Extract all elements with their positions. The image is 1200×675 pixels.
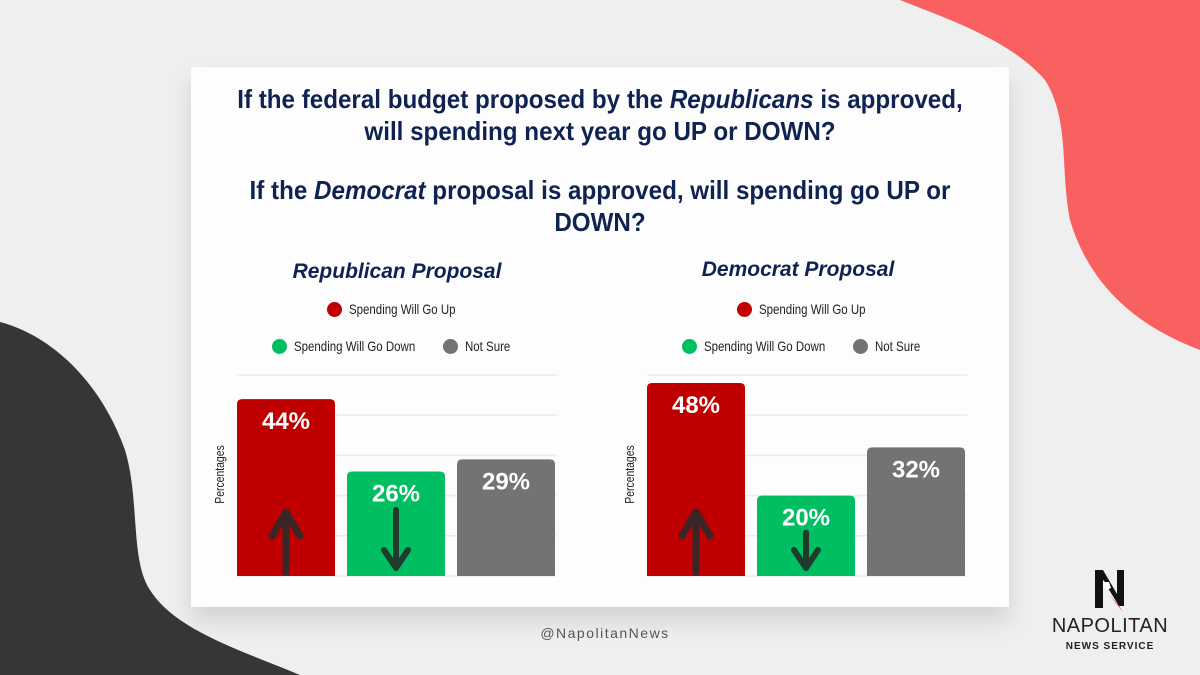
legend-dot-down xyxy=(682,338,697,354)
legend-dot-up xyxy=(737,301,752,317)
data-label: 20% xyxy=(782,505,830,532)
down-arrow-icon xyxy=(791,529,821,571)
napolitan-n-icon xyxy=(1095,570,1124,612)
data-label: 26% xyxy=(372,480,420,507)
question-republican: If the federal budget proposed by the Re… xyxy=(237,84,963,146)
chart-title-republican: Republican Proposal xyxy=(292,260,502,283)
bar-up xyxy=(237,399,335,576)
legend-item-down: Spending Will Go Down xyxy=(682,338,852,354)
question-democrat: If the Democrat proposal is approved, wi… xyxy=(249,175,951,237)
data-label: 48% xyxy=(672,392,720,419)
legend-item-not-sure: Not Sure xyxy=(853,338,930,354)
data-label: 32% xyxy=(892,456,940,483)
legend-item-up: Spending Will Go Up xyxy=(327,301,479,317)
bar-not-sure xyxy=(867,447,965,576)
bar-chart-democrat: 48% 20% 32% xyxy=(647,374,967,577)
napolitan-logo: NAPOLITAN NEWS SERVICE xyxy=(1040,565,1180,665)
legend-dot-not-sure xyxy=(443,338,458,354)
logo-name: NAPOLITAN xyxy=(1051,615,1169,637)
chart-title-democrat: Democrat Proposal xyxy=(701,258,895,281)
y-axis-label-republican: Percentages xyxy=(212,445,227,504)
legend-item-down: Spending Will Go Down xyxy=(272,338,442,354)
up-arrow-icon xyxy=(268,508,304,576)
bar-chart-republican: 44% 26% 29% xyxy=(237,374,557,577)
social-handle: @NapolitanNews xyxy=(540,625,670,641)
legend-dot-up xyxy=(327,301,342,317)
data-label: 44% xyxy=(262,408,310,435)
bar-up xyxy=(647,383,745,576)
red-corner-shape xyxy=(900,0,1200,350)
legend-dot-not-sure xyxy=(853,338,868,354)
dark-corner-shape xyxy=(0,322,300,675)
logo-subtitle: NEWS SERVICE xyxy=(1065,641,1155,652)
legend-item-not-sure: Not Sure xyxy=(443,338,520,354)
legend-item-up: Spending Will Go Up xyxy=(737,301,889,317)
up-arrow-icon xyxy=(678,508,714,576)
bar-not-sure xyxy=(457,459,555,576)
data-label: 29% xyxy=(482,468,530,495)
y-axis-label-democrat: Percentages xyxy=(622,445,637,504)
legend-dot-down xyxy=(272,338,287,354)
down-arrow-icon xyxy=(381,507,411,571)
